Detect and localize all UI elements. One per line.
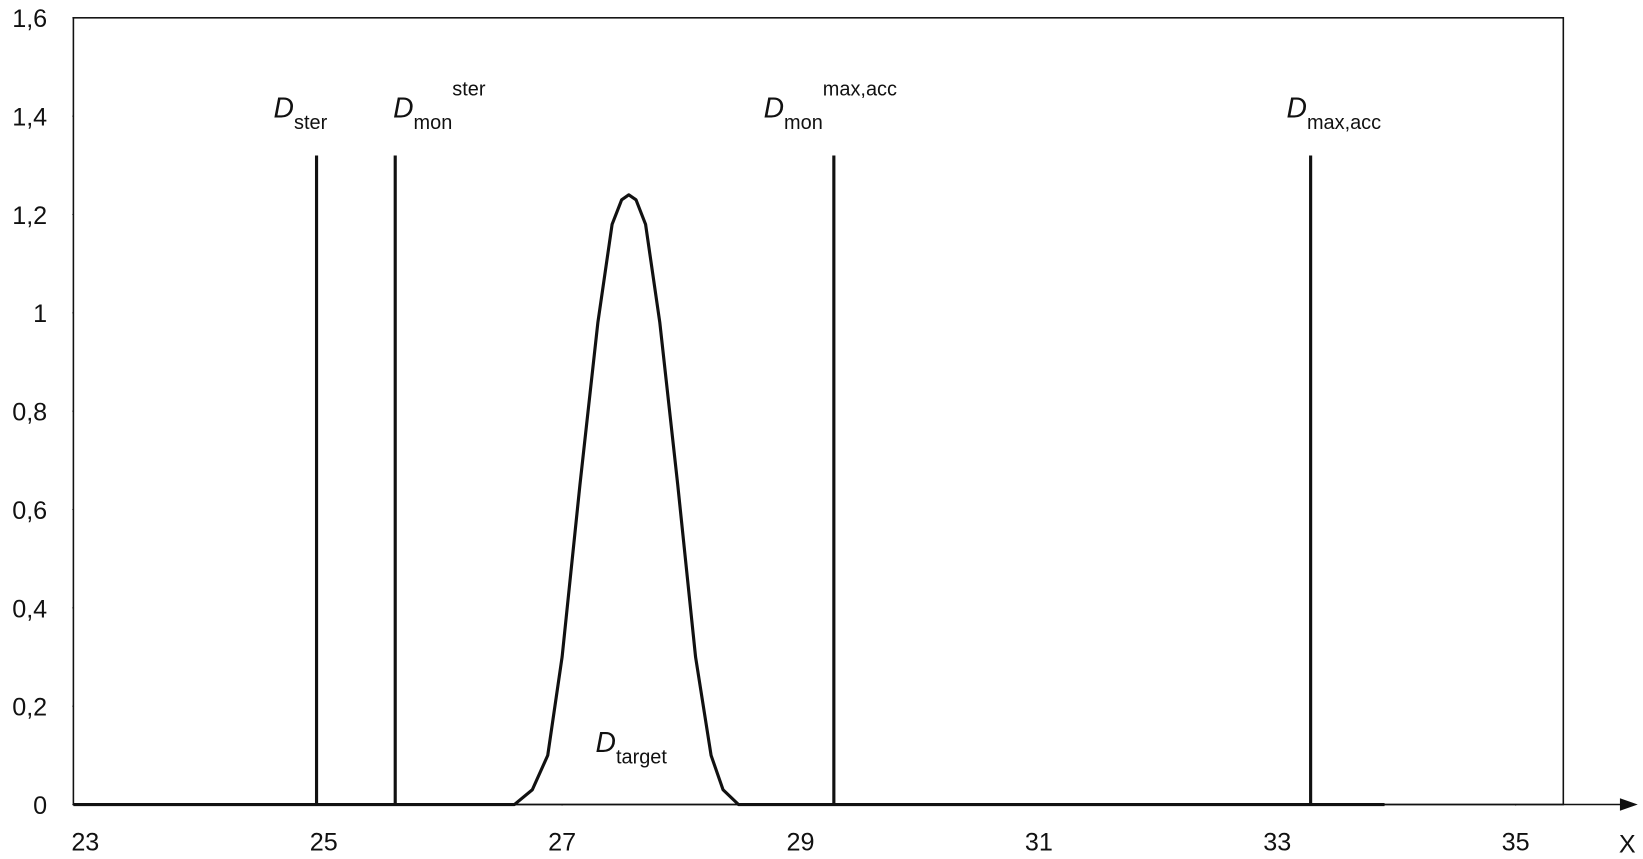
x-tick-label: 29 [786,829,814,857]
x-axis-arrow [1619,798,1638,811]
curve-label: Dtarget [596,726,668,769]
y-tick-label: 1,6 [12,5,47,33]
y-tick-label: 0,4 [12,595,47,623]
label-main: D [393,91,413,123]
label-sub: mon [784,112,823,134]
plot-frame [72,17,1565,806]
x-tick-label: 33 [1263,829,1291,857]
x-axis-label: X [1619,831,1636,859]
y-tick-label: 0 [33,792,47,820]
x-tick-label: 25 [310,829,338,857]
y-tick-label: 1,4 [12,104,47,132]
x-tick-label: 27 [548,829,576,857]
label-sup: max,acc [823,78,897,100]
label-sub: ster [294,112,328,134]
marker-label: Dmonmax,acc [764,78,897,134]
label-sup: ster [452,78,486,100]
x-tick-label: 23 [71,829,99,857]
label-main: D [596,726,616,758]
label-main: D [764,91,784,123]
label-main: D [1287,91,1307,123]
label-sub: mon [414,112,453,134]
x-tick-label: 31 [1025,829,1053,857]
marker-label: Dster [274,91,328,134]
label-sub: target [616,747,667,769]
curve [73,193,1385,807]
y-tick-label: 0,2 [12,694,47,722]
label-sub: max,acc [1307,112,1381,134]
y-tick-label: 1 [33,300,47,328]
y-tick-label: 1,2 [12,202,47,230]
marker-label: Dmax,acc [1287,91,1382,134]
y-tick-label: 0,8 [12,399,47,427]
y-tick-label: 0,6 [12,497,47,525]
marker-label: Dmon ster [393,78,486,134]
x-tick-label: 35 [1502,829,1530,857]
label-main: D [274,91,294,123]
